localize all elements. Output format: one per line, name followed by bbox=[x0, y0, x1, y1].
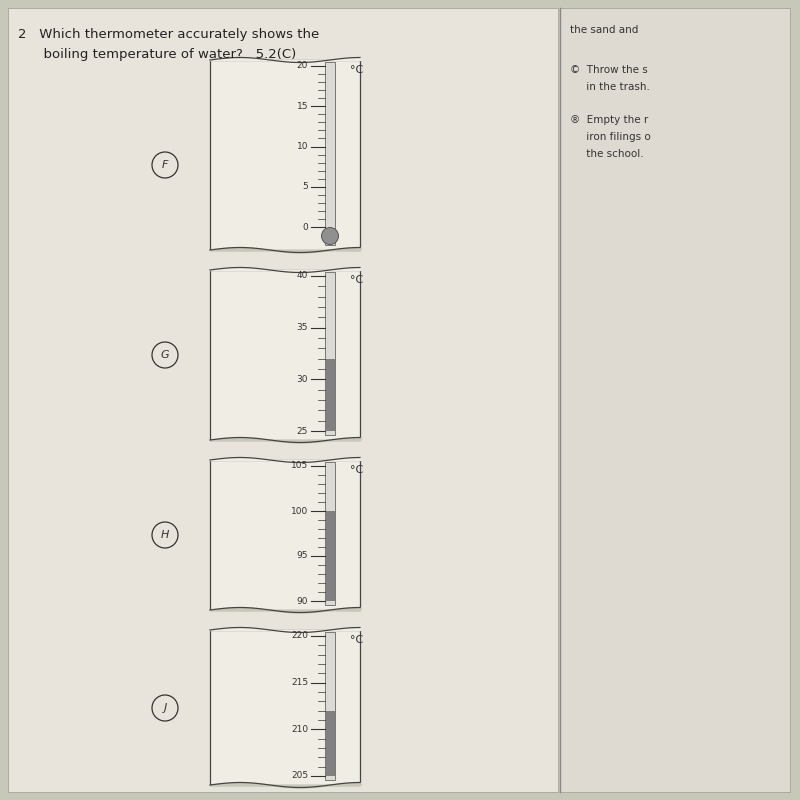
Text: °C: °C bbox=[350, 275, 363, 285]
Text: G: G bbox=[161, 350, 170, 360]
FancyBboxPatch shape bbox=[560, 8, 790, 792]
Bar bbox=[210, 460, 360, 610]
Text: 30: 30 bbox=[297, 375, 308, 384]
Bar bbox=[325, 632, 335, 780]
Text: 40: 40 bbox=[297, 271, 308, 281]
Text: F: F bbox=[162, 160, 168, 170]
Text: 100: 100 bbox=[290, 506, 308, 515]
Text: 215: 215 bbox=[291, 678, 308, 687]
Text: iron filings o: iron filings o bbox=[570, 132, 650, 142]
Text: 210: 210 bbox=[291, 725, 308, 734]
Text: 25: 25 bbox=[297, 426, 308, 435]
Bar bbox=[325, 462, 335, 605]
Text: 20: 20 bbox=[297, 62, 308, 70]
Text: 10: 10 bbox=[297, 142, 308, 151]
Text: in the trash.: in the trash. bbox=[570, 82, 650, 92]
Text: 90: 90 bbox=[297, 597, 308, 606]
Text: J: J bbox=[163, 703, 166, 713]
Text: °C: °C bbox=[350, 65, 363, 75]
Bar bbox=[326, 511, 334, 601]
Text: 95: 95 bbox=[297, 551, 308, 561]
Bar bbox=[325, 62, 335, 245]
Text: 105: 105 bbox=[290, 462, 308, 470]
Text: ®  Empty the r: ® Empty the r bbox=[570, 115, 648, 125]
Text: boiling temperature of water?   5.2(C): boiling temperature of water? 5.2(C) bbox=[18, 48, 296, 61]
Bar bbox=[326, 358, 334, 431]
Bar bbox=[210, 630, 360, 785]
Text: 220: 220 bbox=[291, 631, 308, 641]
Text: 205: 205 bbox=[291, 771, 308, 781]
Text: ©  Throw the s: © Throw the s bbox=[570, 65, 648, 75]
Text: 5: 5 bbox=[302, 182, 308, 191]
Text: °C: °C bbox=[350, 635, 363, 645]
Text: 2   Which thermometer accurately shows the: 2 Which thermometer accurately shows the bbox=[18, 28, 319, 41]
Bar bbox=[326, 710, 334, 776]
Text: 35: 35 bbox=[297, 323, 308, 332]
Text: the school.: the school. bbox=[570, 149, 644, 159]
Circle shape bbox=[322, 227, 338, 245]
Text: 15: 15 bbox=[297, 102, 308, 110]
FancyBboxPatch shape bbox=[8, 8, 558, 792]
Bar bbox=[325, 272, 335, 435]
Text: H: H bbox=[161, 530, 169, 540]
Text: °C: °C bbox=[350, 465, 363, 475]
Bar bbox=[210, 60, 360, 250]
Bar bbox=[210, 270, 360, 440]
Text: the sand and: the sand and bbox=[570, 25, 638, 35]
Text: 0: 0 bbox=[302, 222, 308, 231]
